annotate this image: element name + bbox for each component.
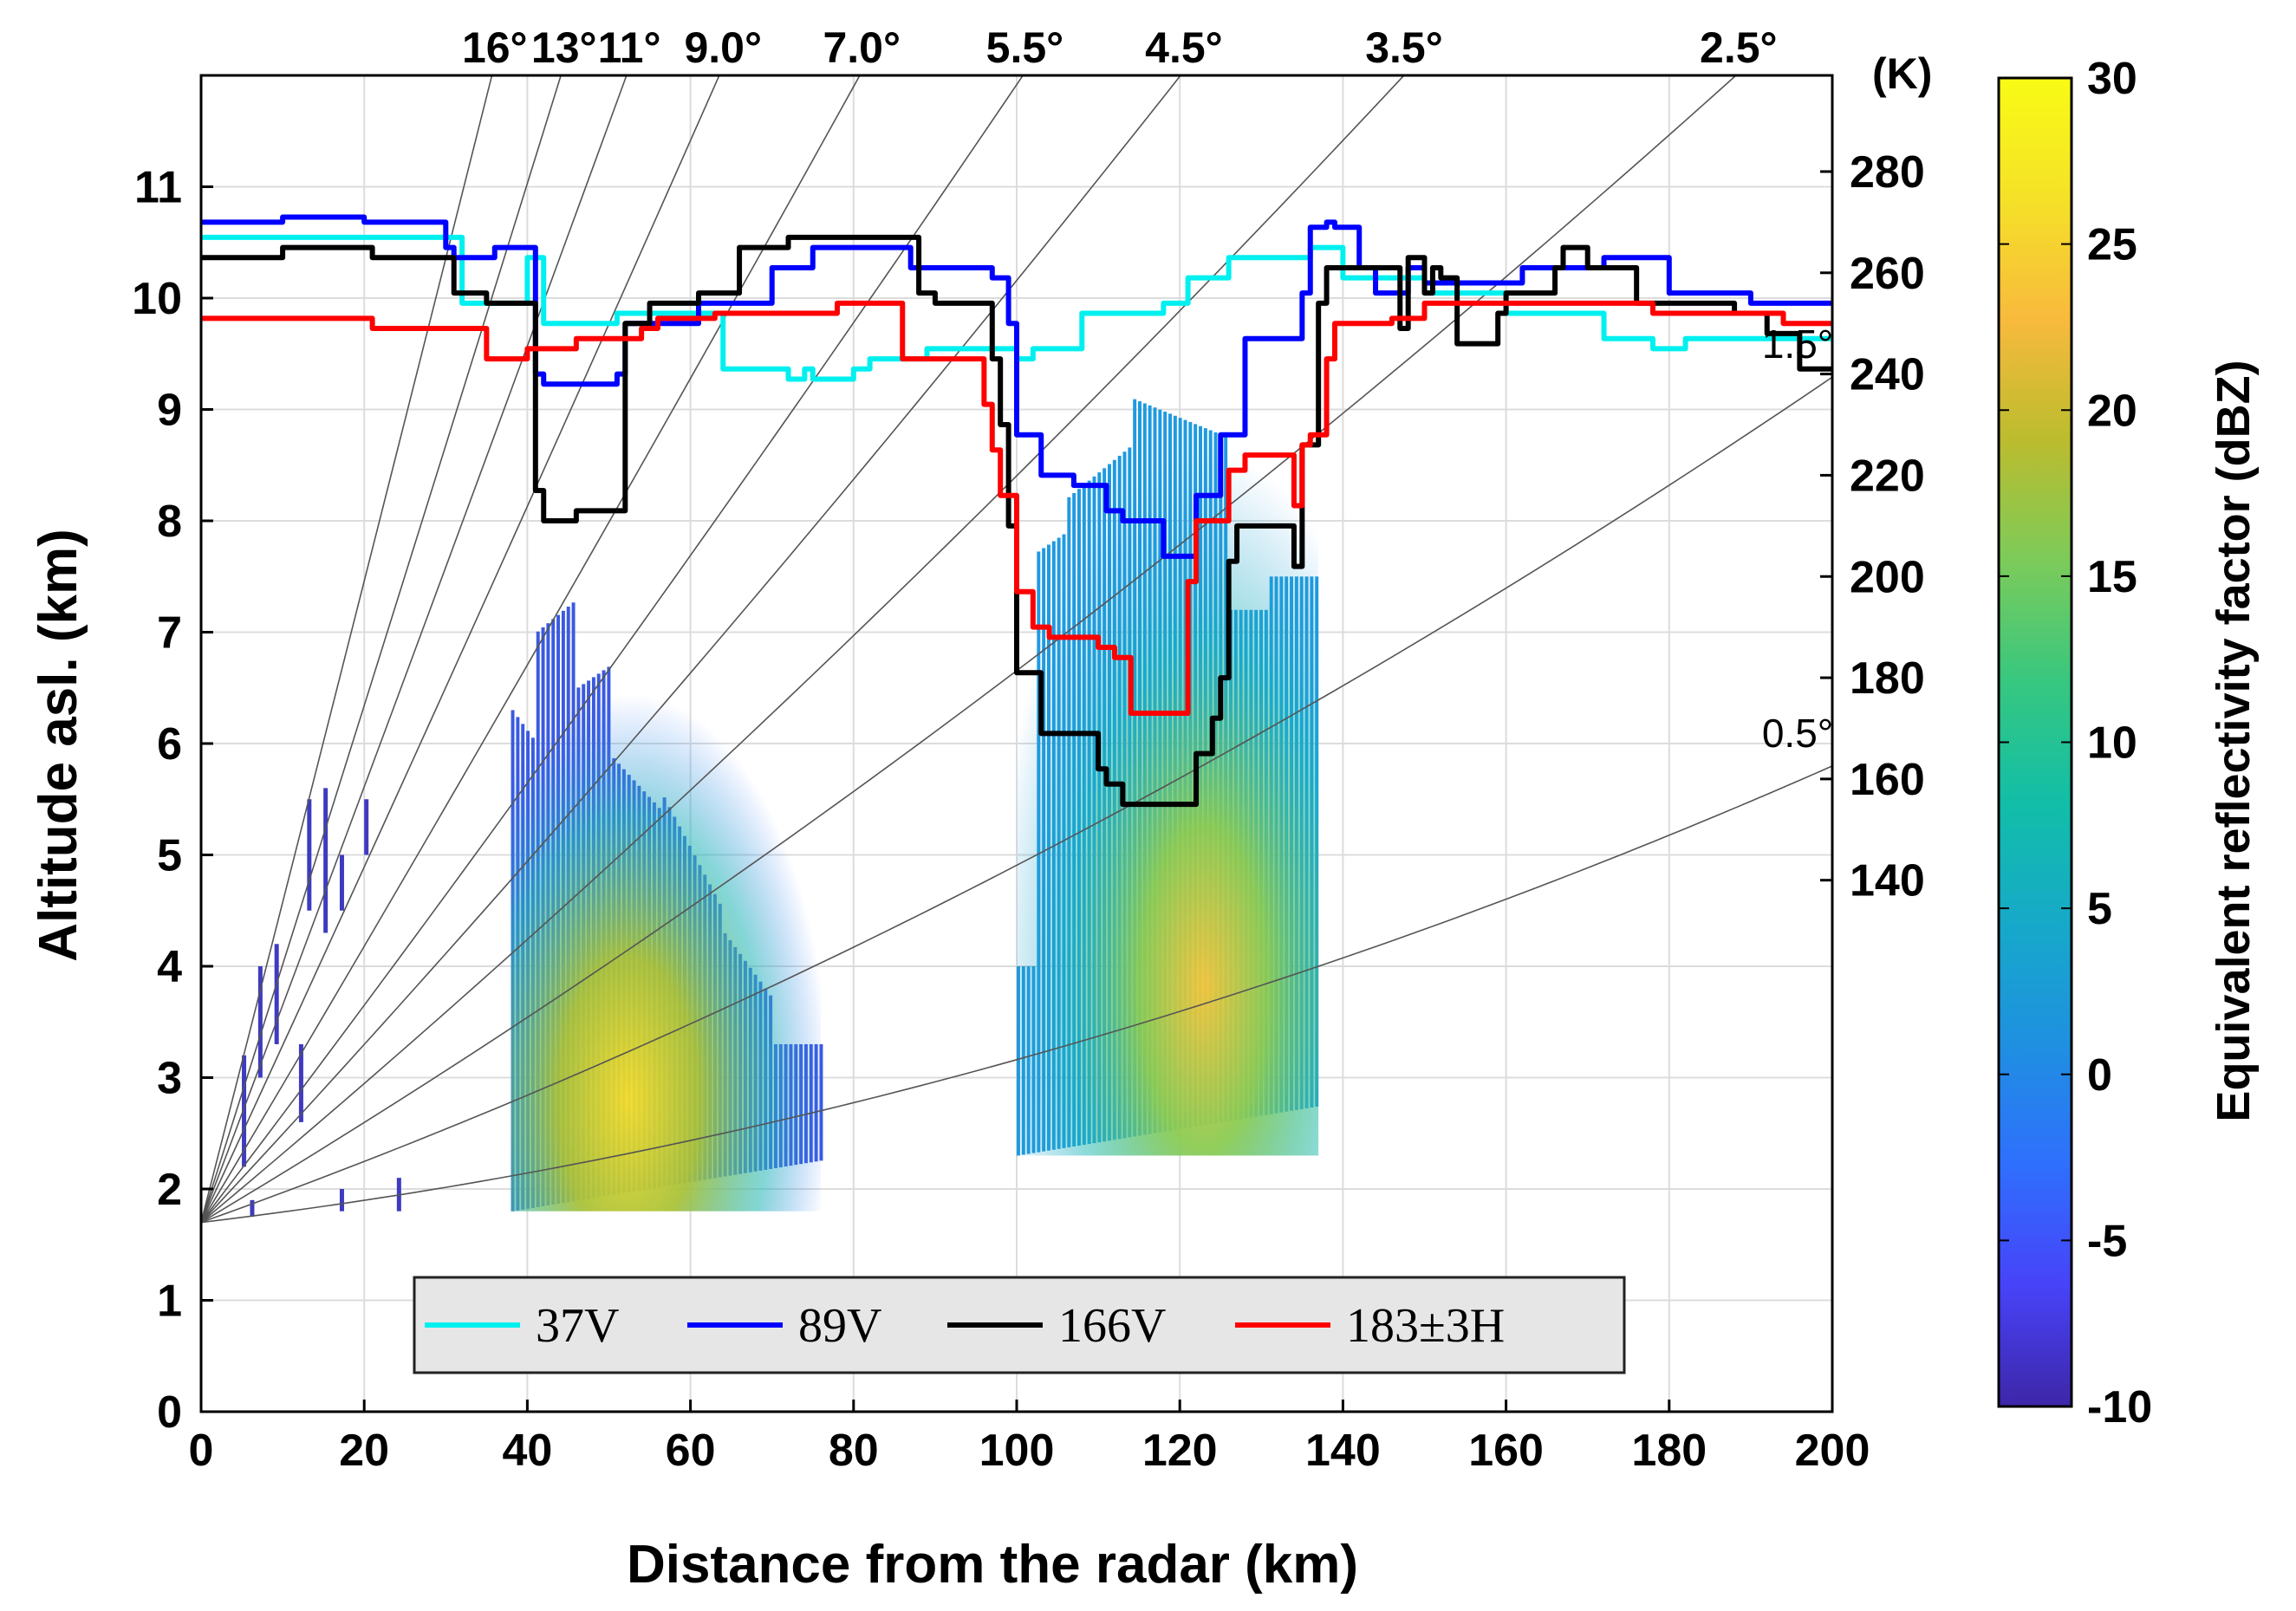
- y-tick-label: 0: [157, 1387, 182, 1438]
- y2-tick-label: 180: [1850, 653, 1925, 704]
- beam-line: [201, 75, 720, 1223]
- y-tick-label: 10: [132, 274, 182, 324]
- x-axis-ticks: 0 20 40 60 80 100 120 140 160 180 200: [189, 1400, 1870, 1476]
- reflectivity-field: [242, 387, 1319, 1218]
- y-tick-label: 11: [134, 163, 182, 213]
- elevation-label: 5.5°: [986, 23, 1064, 72]
- legend: 37V 89V 166V 183±3H: [413, 1276, 1626, 1374]
- reflectivity-core-1: [511, 588, 822, 1211]
- reflectivity-near-echo: [307, 799, 312, 911]
- y-tick-label: 6: [157, 719, 182, 770]
- y2-tick-label: 200: [1850, 552, 1925, 602]
- elevation-label: 11°: [598, 23, 661, 72]
- brightness-temperature-series: [201, 214, 1832, 808]
- reflectivity-core-2: [1017, 387, 1319, 1156]
- elevation-label: 4.5°: [1145, 23, 1223, 72]
- beam-line: [201, 75, 1405, 1224]
- colorbar-tick-label: 15: [2087, 552, 2137, 602]
- beam-line: [201, 75, 861, 1223]
- y2-tick-label: 240: [1850, 350, 1925, 400]
- legend-label: 183±3H: [1346, 1299, 1505, 1353]
- elevation-label: 7.0°: [823, 23, 901, 72]
- elevation-label: 9.0°: [684, 23, 762, 72]
- x-axis-label: Distance from the radar (km): [627, 1535, 1358, 1595]
- y-tick-label: 1: [157, 1276, 182, 1327]
- x-tick-label: 60: [666, 1426, 716, 1476]
- y-tick-label: 4: [157, 942, 182, 992]
- y-tick-label: 2: [157, 1165, 182, 1215]
- legend-label: 89V: [798, 1299, 881, 1353]
- reflectivity-near-echo: [339, 1189, 344, 1211]
- colorbar-label: Equivalent reflectivity factor (dBZ): [2208, 360, 2260, 1121]
- colorbar-tick-label: 20: [2087, 386, 2137, 436]
- x-tick-label: 80: [829, 1426, 879, 1476]
- x-tick-label: 0: [189, 1426, 214, 1476]
- beam-line: [201, 75, 1024, 1224]
- y-tick-label: 9: [157, 386, 182, 436]
- elevation-label: 1.5°: [1762, 322, 1833, 367]
- y2-tick-label: 280: [1850, 147, 1925, 198]
- y2-tick-label: 220: [1850, 451, 1925, 501]
- reflectivity-near-echo: [364, 799, 369, 855]
- reflectivity-near-echo: [242, 1055, 247, 1167]
- reflectivity-near-echo: [323, 788, 328, 933]
- beam-line: [201, 75, 1182, 1224]
- elevation-label: 0.5°: [1762, 711, 1833, 756]
- y2-tick-label: 140: [1850, 856, 1925, 906]
- x-tick-label: 160: [1468, 1426, 1544, 1476]
- x-tick-label: 120: [1142, 1426, 1218, 1476]
- beam-line: [201, 765, 1832, 1224]
- legend-box: [413, 1276, 1626, 1374]
- elevation-label: 3.5°: [1365, 23, 1443, 72]
- y2-tick-label: 160: [1850, 755, 1925, 805]
- x-tick-label: 140: [1305, 1426, 1381, 1476]
- x-tick-label: 20: [339, 1426, 389, 1476]
- series-line-1833H: [201, 300, 1832, 716]
- beam-line: [201, 75, 562, 1223]
- elevation-beam-lines: [201, 75, 1832, 1224]
- y-tick-label: 7: [157, 608, 182, 659]
- beam-line: [201, 75, 628, 1223]
- x-tick-label: 40: [502, 1426, 552, 1476]
- colorbar-tick-label: -5: [2087, 1216, 2127, 1266]
- colorbar-tick-label: 25: [2087, 220, 2137, 270]
- reflectivity-near-echo: [339, 854, 344, 911]
- beam-line: [201, 376, 1832, 1224]
- y-tick-label: 3: [157, 1054, 182, 1104]
- colorbar-tick-label: 30: [2087, 54, 2137, 104]
- colorbar-tick-label: -10: [2087, 1382, 2152, 1432]
- elevation-label: 2.5°: [1700, 23, 1778, 72]
- legend-label: 37V: [536, 1299, 619, 1353]
- elevation-label: 16°: [462, 23, 528, 72]
- y-tick-label: 8: [157, 497, 182, 547]
- elevation-label: 13°: [531, 23, 597, 72]
- y-axis-label: Altitude asl. (km): [29, 529, 88, 962]
- y2-tick-label: 260: [1850, 249, 1925, 299]
- beam-line: [201, 75, 493, 1223]
- y-axis-ticks: 0 1 2 3 4 5 6 7 8 9 10 11: [132, 163, 213, 1438]
- y2-axis-unit-label: (K): [1872, 49, 1932, 98]
- x-tick-label: 100: [979, 1426, 1055, 1476]
- reflectivity-near-echo: [257, 966, 263, 1078]
- reflectivity-stripe: [819, 1043, 823, 1161]
- reflectivity-near-echo: [250, 1199, 255, 1218]
- colorbar-tick-label: 0: [2087, 1050, 2112, 1101]
- legend-label: 166V: [1058, 1299, 1166, 1353]
- colorbar-gradient: [1997, 76, 2073, 1408]
- x-tick-label: 180: [1631, 1426, 1707, 1476]
- reflectivity-near-echo: [298, 1043, 303, 1122]
- colorbar: -10 -5 0 5 10 15 20 25 30 Equivalent reflectivit…: [1997, 54, 2260, 1432]
- x-tick-label: 200: [1795, 1426, 1870, 1476]
- y2-axis-ticks: 140 160 180 200 220 240 260 280: [1820, 147, 1925, 906]
- reflectivity-near-echo: [274, 944, 279, 1044]
- colorbar-tick-label: 5: [2087, 884, 2112, 934]
- series-line-166V: [201, 234, 1832, 808]
- y-tick-label: 5: [157, 831, 182, 881]
- elevation-angle-labels: 16° 13° 11° 9.0° 7.0° 5.5° 4.5° 3.5° 2.5° 1.5° 0.5…: [462, 23, 1833, 756]
- colorbar-tick-label: 10: [2087, 718, 2137, 769]
